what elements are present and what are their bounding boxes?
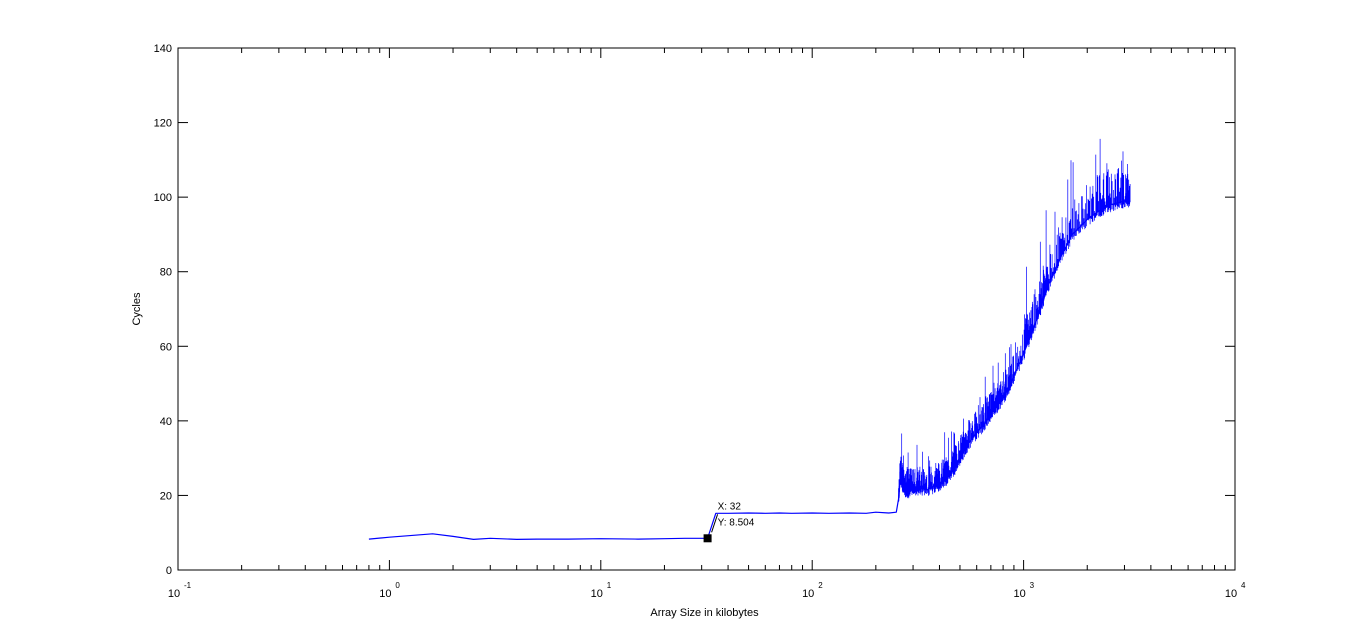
x-tick-label: 10 [379, 588, 391, 600]
plot-frame [177, 47, 1236, 571]
y-tick-label: 20 [160, 490, 172, 502]
x-tick-exponent: 2 [818, 581, 823, 590]
x-tick-exponent: 4 [1241, 581, 1246, 590]
y-tick-label: 40 [160, 416, 172, 428]
x-tick-exponent: 1 [607, 581, 612, 590]
y-tick-label: 120 [154, 118, 172, 130]
y-tick-label: 100 [154, 192, 172, 204]
data-tip-marker [703, 534, 712, 543]
data-tip-leader [711, 514, 719, 533]
series-layer [368, 138, 1131, 541]
x-tick-exponent: -1 [184, 581, 192, 590]
x-axis-label: Array Size in kilobytes [650, 607, 759, 619]
data-tip-x: X: 32 [718, 501, 742, 512]
y-tick-label: 60 [160, 341, 172, 353]
y-axis-label: Cycles [131, 292, 143, 326]
series-noise-0 [898, 138, 1131, 502]
x-axis-ticks: 10 -1 10 0 10 1 10 2 10 3 10 4 [168, 48, 1246, 600]
x-tick-label: 10 [802, 588, 814, 600]
y-tick-label: 80 [160, 267, 172, 279]
x-tick-label: 10 [1013, 588, 1025, 600]
x-tick-label: 10 [168, 588, 180, 600]
x-tick-exponent: 0 [395, 581, 400, 590]
x-tick-label: 10 [591, 588, 603, 600]
y-tick-label: 0 [166, 565, 172, 577]
y-tick-label: 140 [154, 43, 172, 55]
x-tick-exponent: 3 [1030, 581, 1035, 590]
y-axis-ticks: 0 20 40 60 80 100 120 140 [154, 43, 1235, 577]
data-tip-y: Y: 8.504 [718, 517, 755, 528]
x-tick-label: 10 [1225, 588, 1237, 600]
data-tip[interactable]: X: 32 Y: 8.504 [703, 501, 755, 543]
